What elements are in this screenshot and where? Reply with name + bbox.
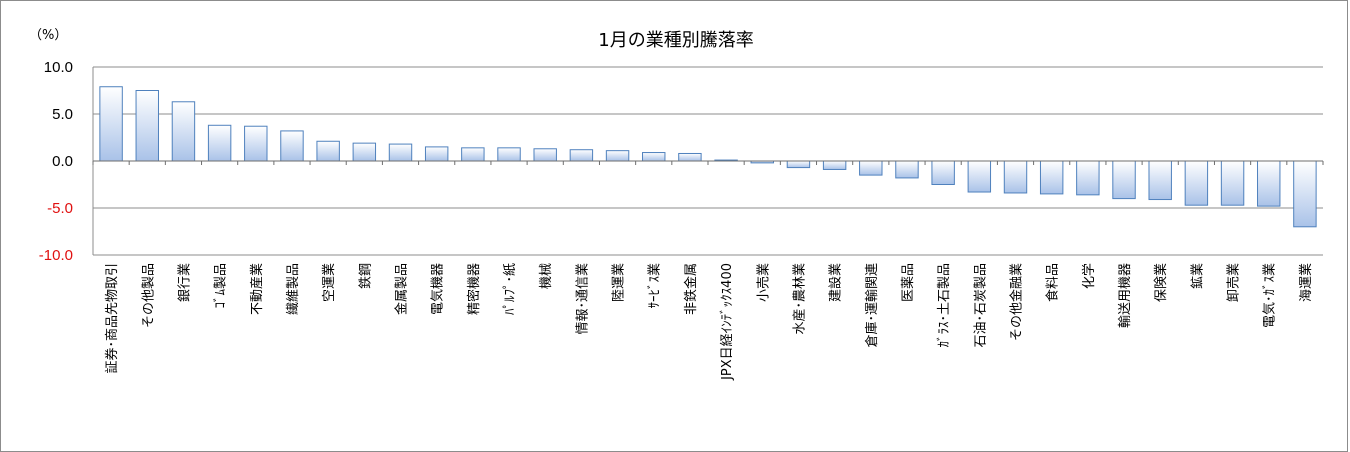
category-label: 卸売業 — [1226, 263, 1242, 302]
category-label: 金属製品 — [394, 263, 410, 315]
bar — [1039, 160, 1064, 195]
category-label: 小売業 — [755, 263, 771, 302]
bar — [424, 146, 449, 162]
category-label: ｶﾞﾗｽ･土石製品 — [937, 263, 952, 348]
bar — [207, 124, 232, 162]
category-label: 陸運業 — [611, 263, 627, 302]
bars — [99, 86, 1317, 228]
category-label: 倉庫･運輸関連 — [865, 263, 880, 348]
category-label: 建設業 — [828, 263, 844, 302]
category-label: ｺﾞﾑ製品 — [214, 263, 229, 309]
category-label: ｻｰﾋﾞｽ業 — [647, 263, 663, 309]
bar — [569, 149, 594, 162]
category-label: 精密機器 — [466, 263, 482, 315]
bar — [1076, 160, 1100, 196]
bar — [1148, 160, 1172, 201]
bar — [99, 86, 123, 162]
category-label: 水産･農林業 — [791, 263, 807, 335]
bar — [1257, 160, 1281, 207]
category-label: その他製品 — [141, 263, 156, 328]
bar — [461, 147, 485, 162]
category-label: 銀行業 — [176, 263, 192, 302]
bar — [244, 125, 268, 162]
bar — [171, 101, 196, 162]
y-tick-label: 5.0 — [52, 106, 73, 123]
bar — [967, 160, 992, 193]
category-label: 化学 — [1081, 263, 1097, 289]
bar — [642, 152, 666, 162]
bar — [605, 150, 630, 162]
bar — [822, 160, 847, 170]
category-label: JPX日経ｲﾝﾃﾞｯｸｽ400 — [720, 263, 735, 381]
category-label: 不動産業 — [249, 263, 265, 315]
bar — [786, 160, 811, 169]
bar — [931, 160, 955, 185]
bar — [352, 142, 377, 162]
unit-label: （%） — [29, 28, 67, 43]
bar — [1293, 160, 1317, 228]
category-label: 医薬品 — [901, 263, 916, 302]
bar — [316, 140, 340, 162]
y-tick-label: 10.0 — [44, 59, 73, 76]
bar — [1184, 160, 1209, 206]
axes — [92, 67, 1324, 255]
bar — [859, 160, 883, 176]
category-label: 繊維製品 — [285, 263, 301, 315]
category-label: 保険業 — [1153, 263, 1169, 302]
y-tick-label: 0.0 — [52, 153, 73, 170]
category-label: 機械 — [539, 263, 554, 289]
bar — [1220, 160, 1245, 206]
bar — [280, 130, 304, 162]
category-label: 電気･ｶﾞｽ業 — [1262, 263, 1278, 328]
category-label: 電気機器 — [430, 263, 446, 315]
bar — [533, 148, 557, 162]
category-label: その他金融業 — [1009, 263, 1025, 341]
bar — [497, 147, 521, 162]
y-axis-ticks: 10.0 5.0 0.0 -5.0 -10.0 — [39, 59, 73, 264]
category-label: 空運業 — [321, 263, 337, 302]
bar — [1003, 160, 1028, 194]
category-labels: 証券･商品先物取引 その他製品 銀行業 ｺﾞﾑ製品 不動産業 繊維製品 空運業 鉄鋼 金属製品 電… — [104, 263, 1314, 381]
y-tick-label: -10.0 — [39, 247, 73, 264]
category-label: 鉄鋼 — [358, 263, 373, 289]
category-label: 鉱業 — [1189, 263, 1205, 289]
bar — [388, 143, 413, 162]
category-label: ﾊﾟﾙﾌﾟ･紙 — [503, 263, 518, 315]
category-label: 非鉄金属 — [683, 263, 699, 315]
category-label: 食料品 — [1045, 263, 1061, 302]
chart-title: 1月の業種別騰落率 — [598, 30, 753, 51]
category-label: 輸送用機器 — [1118, 263, 1133, 328]
y-tick-label: -5.0 — [47, 200, 73, 217]
category-label: 証券･商品先物取引 — [104, 263, 120, 374]
category-label: 海運業 — [1298, 263, 1314, 302]
category-label: 情報･通信業 — [574, 263, 590, 335]
bar — [895, 160, 919, 179]
bar — [678, 152, 702, 162]
bar — [135, 90, 159, 162]
category-label: 石油･石炭製品 — [973, 263, 988, 348]
bar — [1112, 160, 1136, 200]
